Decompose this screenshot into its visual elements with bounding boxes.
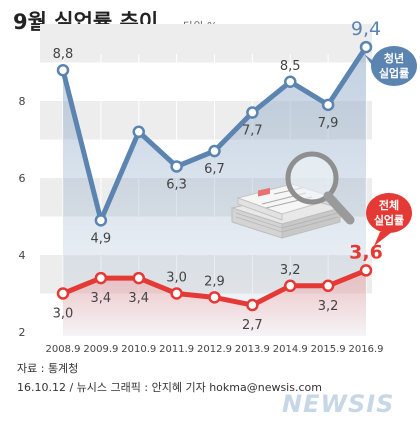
series-0-area [63, 47, 366, 336]
magnifier-document-icon [230, 151, 355, 239]
x-tick-label: 2013.9 [235, 344, 270, 355]
series-1-label-7: 3,2 [318, 299, 339, 314]
series-1-point-8 [359, 264, 373, 277]
x-tick-label: 2016.9 [349, 344, 384, 355]
total-legend-bubble: 전체 실업률 [366, 193, 412, 246]
series-0-point-8 [359, 40, 373, 54]
total-legend-line2: 실업률 [374, 213, 404, 227]
series-0-point-5 [246, 106, 259, 119]
series-1-point-6 [284, 279, 297, 293]
series-0-label-7: 7,9 [318, 116, 339, 131]
y-tick-label: 2 [19, 326, 26, 339]
x-axis: 2008.9 2009.9 2010.9 2011.9 2012.9 2013.9 2014… [46, 344, 384, 355]
series-1-label-2: 3,4 [128, 291, 149, 306]
y-tick-label: 8 [19, 95, 26, 108]
series-labels: 8,8 4,9 6,3 6,7 7,7 8,5 7,9 9,4 3,0 3,4 3,4 3,0 2,9 2… [53, 18, 383, 333]
series-0-label-3: 6,3 [166, 177, 187, 192]
y-tick-label: 6 [19, 172, 26, 185]
x-tick-label: 2010.9 [121, 344, 156, 355]
series-0-label-5: 7,7 [242, 124, 263, 139]
newsis-watermark: NEWSIS [282, 390, 394, 418]
series-1-label-0: 3,0 [53, 307, 74, 322]
series-0-label-8: 9,4 [351, 18, 381, 40]
series-0-point-1 [94, 214, 108, 227]
series-0-point-2 [132, 125, 145, 139]
series-0-point-0 [56, 63, 70, 77]
series-1-point-5 [246, 298, 259, 312]
x-tick-label: 2011.9 [159, 344, 194, 355]
series-1-point-7 [321, 279, 335, 293]
series-0-label-1: 4,9 [91, 231, 112, 246]
series-0-point-3 [170, 160, 183, 173]
series-1-point-3 [170, 287, 183, 300]
series-1-label-5: 2,7 [242, 318, 263, 333]
series-1-label-4: 2,9 [204, 274, 225, 289]
x-tick-label: 2014.9 [273, 344, 308, 355]
y-tick-label: 4 [19, 249, 26, 262]
series-1-point-4 [208, 291, 221, 304]
source-line1: 자료 : 통계청 [17, 362, 78, 375]
youth-legend-line1: 청년 [384, 51, 404, 65]
series-0-point-6 [284, 75, 297, 88]
series-0-point-7 [321, 98, 335, 112]
x-tick-label: 2012.9 [197, 344, 232, 355]
series-1-label-8: 3,6 [349, 241, 383, 263]
grid-band-0 [40, 24, 372, 63]
series-0-label-6: 8,5 [280, 59, 301, 74]
series-0-point-4 [208, 144, 221, 158]
x-tick-label: 2009.9 [83, 344, 118, 355]
y-axis: 2 4 6 8 [19, 95, 26, 339]
series-1-point-2 [132, 271, 145, 285]
x-tick-label: 2015.9 [311, 344, 346, 355]
series-0-label-0: 8,8 [53, 47, 74, 62]
series-1-point-0 [56, 287, 70, 300]
series-points [56, 40, 373, 312]
youth-legend-bubble: 청년 실업률 [364, 46, 417, 86]
source-line2: 16.10.12 / 뉴시스 그래픽 : 안지혜 기자 hokma@newsis… [17, 381, 322, 394]
total-legend-line1: 전체 [379, 198, 399, 212]
series-0-label-4: 6,7 [204, 162, 225, 177]
series-1-label-3: 3,0 [166, 271, 187, 286]
youth-legend-line2: 실업률 [379, 66, 409, 80]
series-1-point-1 [94, 271, 108, 285]
x-tick-label: 2008.9 [46, 344, 81, 355]
series-1-label-6: 3,2 [280, 263, 301, 278]
series-1-label-1: 3,4 [91, 291, 112, 306]
